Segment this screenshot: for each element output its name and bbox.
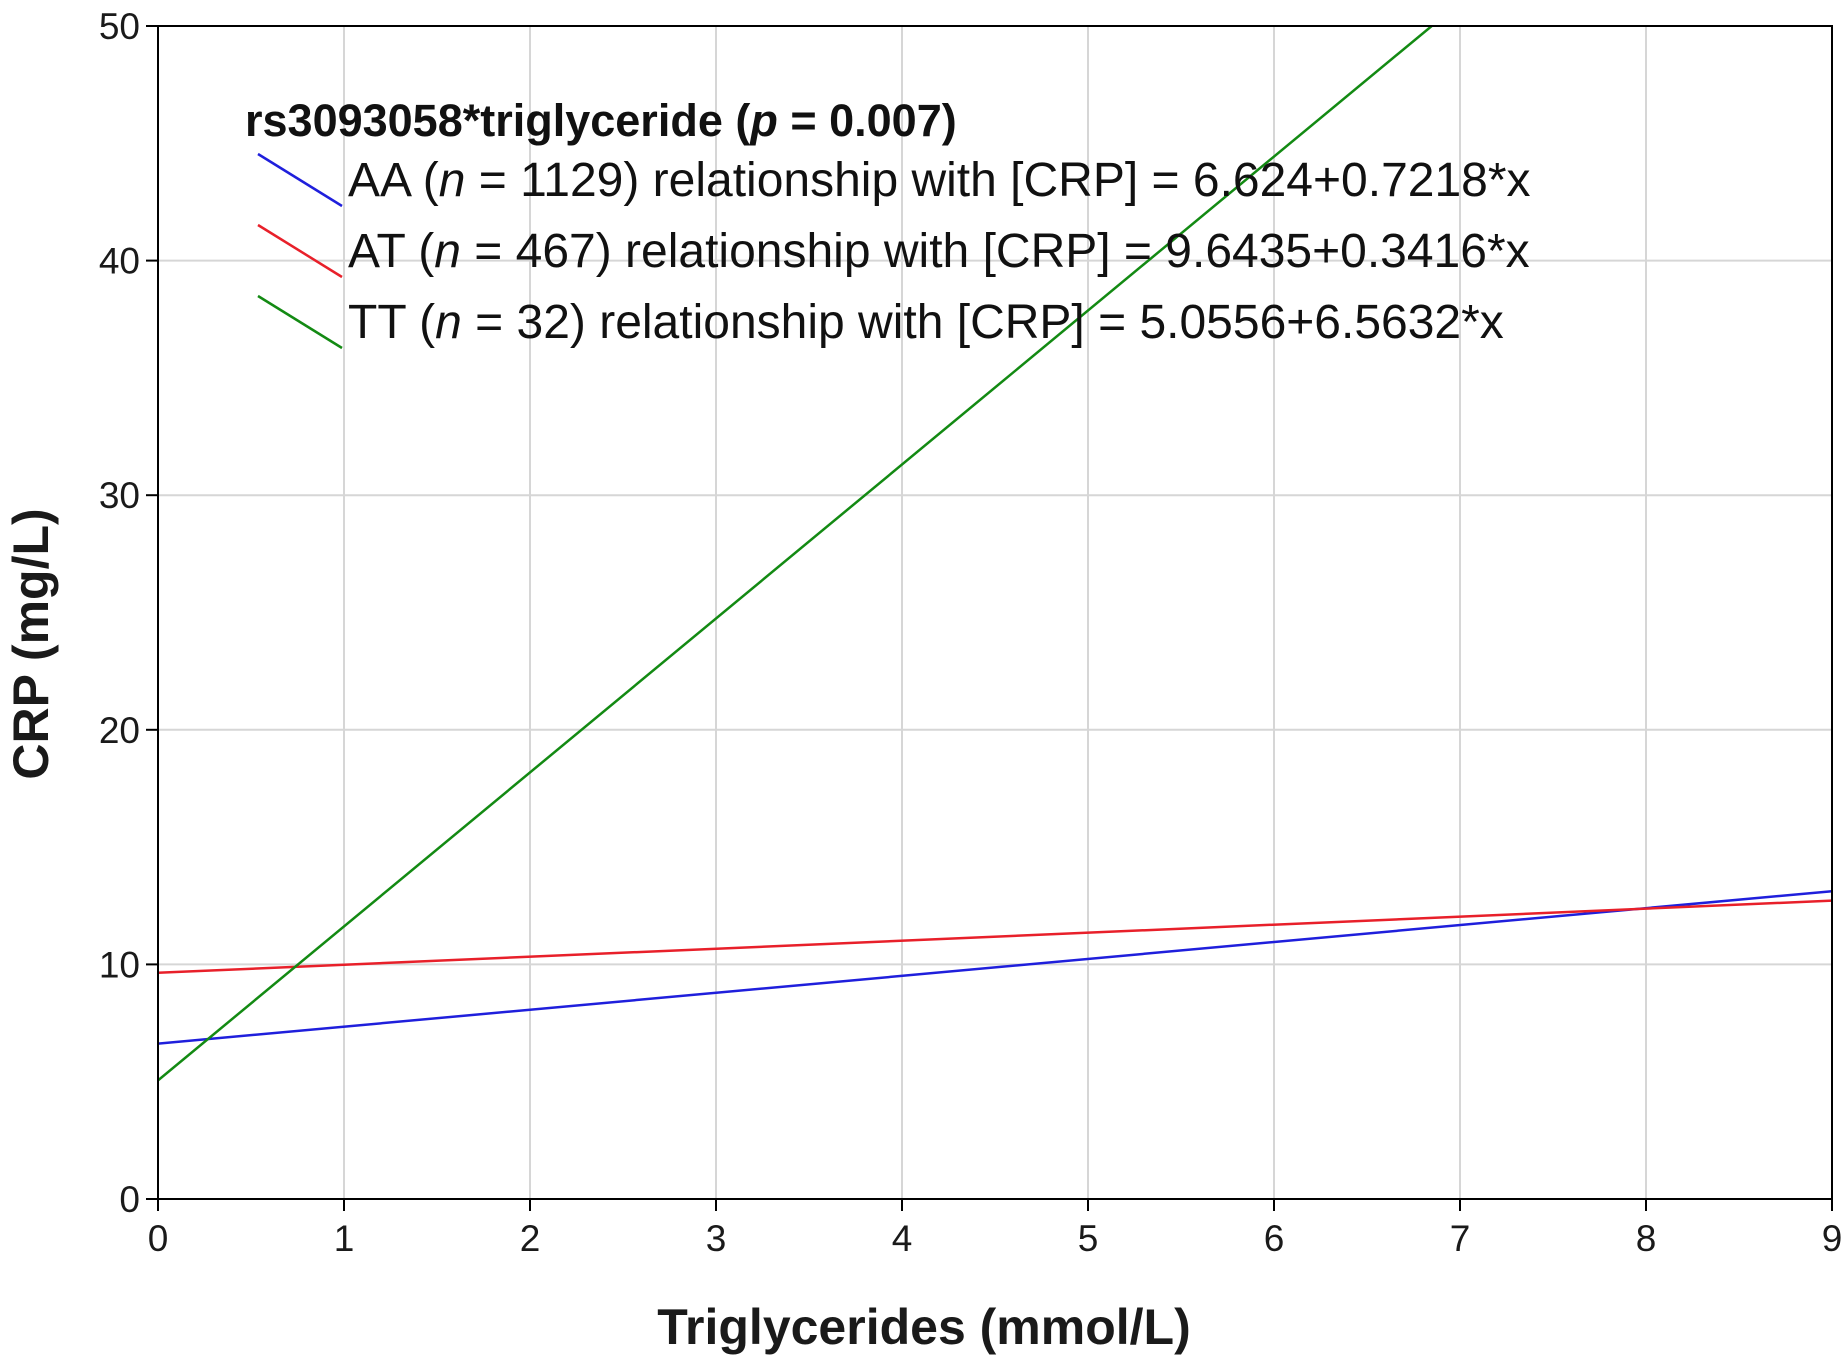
legend-swatch-at xyxy=(257,223,343,279)
legend-equation: = 1129) relationship with [CRP] = 6.624+… xyxy=(465,154,1530,207)
x-tick-label: 1 xyxy=(334,1218,355,1259)
legend-swatch-tt xyxy=(257,294,343,350)
y-tick-label: 30 xyxy=(99,475,140,516)
x-tick-label: 9 xyxy=(1822,1218,1843,1259)
legend-genotype: TT ( xyxy=(348,296,435,349)
legend-entry-aa: AA (n = 1129) relationship with [CRP] = … xyxy=(348,154,1531,207)
y-tick-label: 20 xyxy=(99,710,140,751)
y-axis-title: CRP (mg/L) xyxy=(3,508,59,779)
tick-labels: 0 1 2 3 4 5 6 7 8 9 0 10 20 30 40 50 xyxy=(99,6,1842,1259)
legend-title-prefix: rs3093058*triglyceride ( xyxy=(245,95,750,146)
x-tick-label: 4 xyxy=(892,1218,913,1259)
series-line-at xyxy=(158,899,1832,975)
legend-n-symbol: n xyxy=(439,154,466,207)
x-tick-label: 0 xyxy=(148,1218,169,1259)
x-tick-label: 7 xyxy=(1450,1218,1471,1259)
plot-frame xyxy=(157,25,1833,1200)
legend-n-symbol: n xyxy=(434,225,461,278)
x-tick-label: 2 xyxy=(520,1218,541,1259)
legend-title: rs3093058*triglyceride (p = 0.007) xyxy=(245,95,957,146)
legend-equation: = 32) relationship with [CRP] = 5.0556+6… xyxy=(462,296,1504,349)
grid xyxy=(158,26,1832,1199)
legend-title-suffix: = 0.007) xyxy=(778,95,957,146)
legend-genotype: AA ( xyxy=(348,154,439,207)
legend-title-p: p xyxy=(749,95,778,146)
x-tick-label: 6 xyxy=(1264,1218,1285,1259)
legend-genotype: AT ( xyxy=(348,225,434,278)
legend-swatch-aa xyxy=(257,152,343,208)
y-tick-label: 0 xyxy=(119,1179,140,1220)
x-axis-title: Triglycerides (mmol/L) xyxy=(657,1299,1190,1355)
x-tick-label: 8 xyxy=(1636,1218,1657,1259)
x-tick-label: 3 xyxy=(706,1218,727,1259)
y-tick-label: 40 xyxy=(99,241,140,282)
legend: rs3093058*triglyceride (p = 0.007) AA (n… xyxy=(245,95,1531,350)
y-tick-label: 50 xyxy=(99,6,140,47)
legend-n-symbol: n xyxy=(435,296,462,349)
plot-lines xyxy=(158,26,1832,1082)
legend-entry-at: AT (n = 467) relationship with [CRP] = 9… xyxy=(348,225,1530,278)
series-line-tt xyxy=(158,26,1433,1082)
x-tick-label: 5 xyxy=(1078,1218,1099,1259)
series-line-aa xyxy=(158,889,1832,1045)
legend-equation: = 467) relationship with [CRP] = 9.6435+… xyxy=(461,225,1530,278)
y-tick-label: 10 xyxy=(99,944,140,985)
axes xyxy=(146,25,1833,1211)
legend-entry-tt: TT (n = 32) relationship with [CRP] = 5.… xyxy=(348,296,1504,349)
